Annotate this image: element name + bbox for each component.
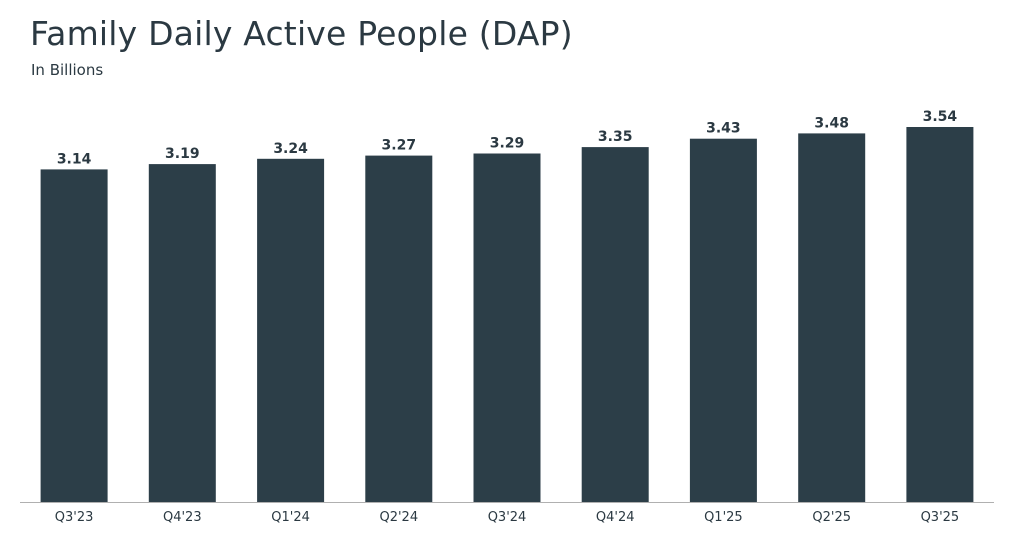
data-label-Q3'23: 3.14	[57, 151, 92, 167]
chart-title: Family Daily Active People (DAP)	[30, 14, 573, 53]
bar-Q1'24	[257, 158, 325, 503]
bars-layer	[40, 127, 974, 503]
data-label-Q3'24: 3.29	[490, 136, 525, 152]
bar-Q2'25	[798, 133, 866, 502]
data-label-Q1'24: 3.24	[273, 141, 308, 157]
x-tick-label-Q1'25: Q1'25	[704, 510, 743, 525]
data-label-Q2'25: 3.48	[814, 115, 849, 131]
data-label-Q3'25: 3.54	[923, 109, 958, 125]
bar-Q3'25	[906, 127, 974, 502]
bar-Q1'25	[689, 138, 757, 502]
data-labels-layer: 3.14 3.19 3.24 3.27 3.29 3.35 3.43 3.48 3.54	[57, 109, 958, 167]
data-label-Q2'24: 3.27	[382, 138, 417, 154]
x-tick-labels-layer: Q3'23 Q4'23 Q1'24 Q2'24 Q3'24 Q4'24 Q1'25 Q2'25…	[55, 510, 959, 525]
x-tick-label-Q1'24: Q1'24	[271, 510, 310, 525]
x-tick-label-Q2'24: Q2'24	[379, 510, 418, 525]
bar-Q4'24	[581, 147, 649, 502]
x-tick-label-Q3'24: Q3'24	[488, 510, 527, 525]
x-tick-label-Q4'23: Q4'23	[163, 510, 202, 525]
bar-Q2'24	[365, 155, 433, 502]
data-label-Q1'25: 3.43	[706, 121, 741, 137]
x-tick-label-Q2'25: Q2'25	[812, 510, 851, 525]
x-tick-label-Q3'25: Q3'25	[921, 510, 960, 525]
data-label-Q4'24: 3.35	[598, 129, 633, 145]
data-label-Q4'23: 3.19	[165, 146, 200, 162]
bar-Q3'24	[473, 153, 541, 502]
chart-subtitle: In Billions	[31, 61, 104, 79]
bar-Q4'23	[148, 164, 216, 502]
x-tick-label-Q4'24: Q4'24	[596, 510, 635, 525]
bar-Q3'23	[40, 169, 108, 502]
x-tick-label-Q3'23: Q3'23	[55, 510, 94, 525]
